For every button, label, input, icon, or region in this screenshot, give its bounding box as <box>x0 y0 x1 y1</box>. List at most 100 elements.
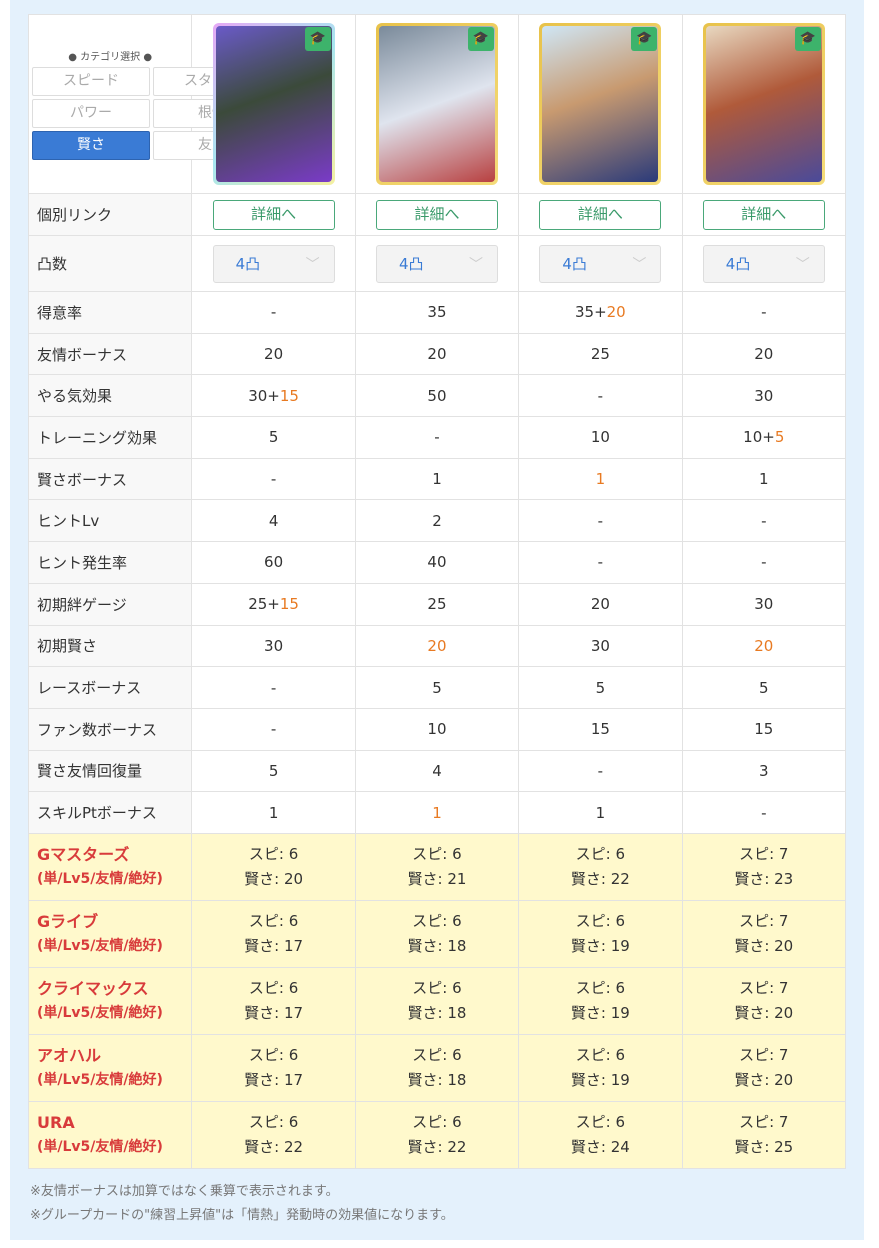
row-label: トレーニング効果 <box>27 416 193 459</box>
chevron-down-icon: ﹀ <box>468 256 483 273</box>
graduation-cap-icon: 🎓 <box>631 27 658 51</box>
scenario-line: 賢さ: 24 <box>570 1137 630 1156</box>
stat-value: 5 <box>518 666 683 709</box>
stat-value: - <box>518 541 683 584</box>
bonus-value: 1 <box>595 470 606 489</box>
stat-value: 10+5 <box>681 416 847 459</box>
stat-value: 4 <box>191 499 356 543</box>
base-value: 20 <box>264 345 284 364</box>
scenario-value: スピ: 6 賢さ: 19 <box>518 1033 683 1102</box>
scenario-row: アオハル (単/Lv5/友情/絶好) スピ: 6 賢さ: 17 スピ: 6 賢さ: 18 ス… <box>27 1033 847 1102</box>
row-label: やる気効果 <box>27 374 193 418</box>
stat-value: 1 <box>354 457 520 501</box>
stat-row: やる気効果 30+15 50-30 <box>27 374 847 418</box>
bonus-value: 20 <box>427 636 447 655</box>
card-cell: 🎓 <box>191 14 356 194</box>
base-value: 20 <box>427 345 447 364</box>
stat-value: 60 <box>191 541 356 584</box>
bonus-value: 15 <box>279 595 299 614</box>
detail-button[interactable]: 詳細へ <box>539 199 662 230</box>
scenario-line: 賢さ: 20 <box>244 869 304 888</box>
graduation-cap-icon: 🎓 <box>304 27 331 51</box>
scenario-line: 賢さ: 18 <box>407 936 467 955</box>
stat-value: 50 <box>354 374 520 418</box>
detail-button[interactable]: 詳細へ <box>702 199 825 230</box>
base-value: 5 <box>595 678 606 697</box>
support-card-image[interactable]: 🎓 <box>702 23 825 185</box>
stat-value: 20 <box>354 624 520 668</box>
support-card-image[interactable]: 🎓 <box>212 23 335 185</box>
base-value: 5 <box>759 678 769 697</box>
rank-select[interactable]: 4凸 ﹀ <box>212 244 335 283</box>
scenario-value: スピ: 7 賢さ: 23 <box>681 832 847 901</box>
card-cell: 🎓 <box>681 14 847 194</box>
stat-row: ヒントLv 4 2 - - <box>27 499 847 543</box>
stat-value: 1 <box>191 791 356 834</box>
support-card-image[interactable]: 🎓 <box>539 23 662 185</box>
scenario-line: 賢さ: 18 <box>407 1070 467 1089</box>
scenario-row: Gマスターズ (単/Lv5/友情/絶好) スピ: 6 賢さ: 20 スピ: 6 賢さ: 2… <box>27 832 847 901</box>
category-button[interactable]: パワー <box>32 99 150 128</box>
stat-value: 10 <box>518 416 683 459</box>
stat-value: 20 <box>681 624 847 668</box>
base-value: 30 <box>590 636 610 655</box>
scenario-line: スピ: 7 <box>739 1045 789 1064</box>
stat-value: 1 <box>518 457 683 501</box>
stat-value: 2 <box>354 499 520 543</box>
scenario-value: スピ: 6 賢さ: 18 <box>354 966 520 1035</box>
row-label: ヒント発生率 <box>27 541 193 584</box>
base-value: 40 <box>427 553 447 572</box>
note: ※友情ボーナスは加算ではなく乗算で表示されます。 <box>30 1184 339 1199</box>
scenario-line: スピ: 6 <box>575 1045 626 1064</box>
rank-value: 4凸 <box>562 255 587 273</box>
category-button[interactable]: スピード <box>32 67 150 96</box>
stat-row: ヒント発生率 60 40 - - <box>27 541 847 584</box>
stat-value: 40 <box>354 541 520 584</box>
rank-select[interactable]: 4凸 ﹀ <box>375 244 498 283</box>
detail-button[interactable]: 詳細へ <box>375 199 498 230</box>
stat-value: 15 <box>681 707 847 751</box>
scenario-value: スピ: 6 賢さ: 21 <box>354 832 520 901</box>
base-value: 4 <box>268 511 279 530</box>
stat-value: 30 <box>681 582 847 626</box>
stat-value: - <box>354 416 520 459</box>
row-label: ファン数ボーナス <box>27 707 193 751</box>
bonus-value: 20 <box>754 636 774 655</box>
rank-select[interactable]: 4凸 ﹀ <box>539 244 662 283</box>
chevron-down-icon: ﹀ <box>305 256 320 273</box>
stat-value: - <box>681 791 847 834</box>
base-value: 5 <box>432 678 442 697</box>
card-art <box>378 26 495 182</box>
support-card-image[interactable]: 🎓 <box>375 23 498 185</box>
stat-value: 25 <box>354 582 520 626</box>
scenario-line: 賢さ: 21 <box>407 869 467 888</box>
scenario-condition: (単/Lv5/友情/絶好) <box>37 870 163 887</box>
base-value: 1 <box>759 470 769 489</box>
bonus-value: 5 <box>774 428 785 447</box>
scenario-line: スピ: 7 <box>739 978 789 997</box>
scenario-condition: (単/Lv5/友情/絶好) <box>37 1071 163 1088</box>
stat-value: 1 <box>681 457 847 501</box>
scenario-line: スピ: 6 <box>575 1112 626 1131</box>
row-label: 凸数 <box>27 235 193 292</box>
scenario-name: Gライブ <box>37 911 99 931</box>
category-button[interactable]: 賢さ <box>32 131 150 160</box>
scenario-line: スピ: 6 <box>575 844 626 863</box>
base-value: 15 <box>754 720 774 739</box>
scenario-line: スピ: 6 <box>412 844 462 863</box>
stat-value: 1 <box>518 791 683 834</box>
stat-value: 20 <box>354 332 520 376</box>
rank-value: 4凸 <box>398 255 424 273</box>
scenario-name: URA <box>37 1112 75 1132</box>
detail-button[interactable]: 詳細へ <box>212 199 335 230</box>
bonus-value: 15 <box>279 386 299 405</box>
scenario-line: 賢さ: 22 <box>570 869 630 888</box>
card-cell: 🎓 <box>518 14 683 194</box>
header-row: ● カテゴリ選択 ● スピードスタミナパワー根性賢さ友人 🎓 🎓 🎓 🎓 <box>27 14 847 194</box>
stat-row: 賢さボーナス - 1 1 1 <box>27 457 847 501</box>
stat-value: - <box>191 666 356 709</box>
scenario-value: スピ: 6 賢さ: 24 <box>518 1100 683 1169</box>
rank-select[interactable]: 4凸 ﹀ <box>702 244 825 283</box>
scenario-value: スピ: 7 賢さ: 20 <box>681 1033 847 1102</box>
scenario-name: クライマックス <box>37 978 149 998</box>
